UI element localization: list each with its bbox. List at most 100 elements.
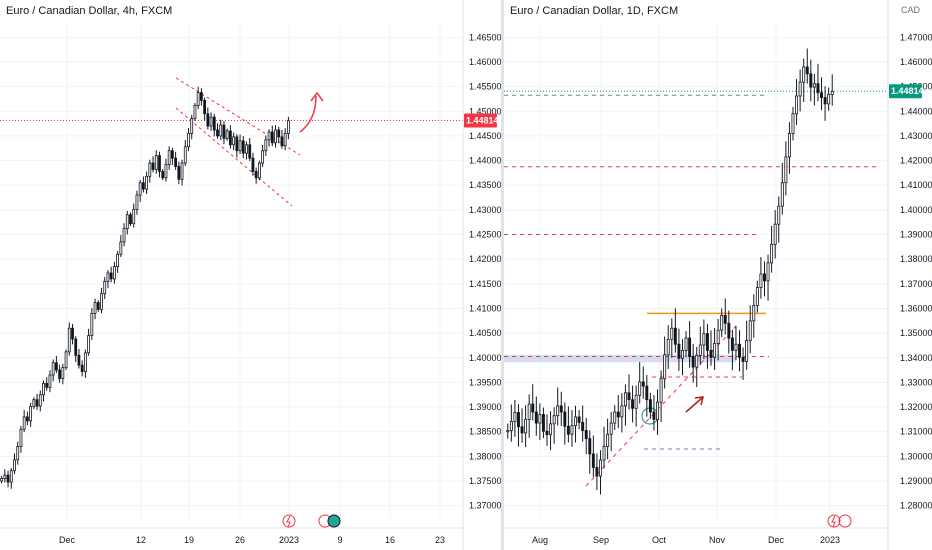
- right-candle-body: [645, 385, 649, 401]
- right-x-tick-label: Oct: [652, 535, 667, 545]
- left-x-tick-label: 26: [235, 535, 245, 545]
- right-chart-pane[interactable]: Euro / Canadian Dollar, 1D, FXCM CAD 1.4…: [504, 0, 932, 550]
- right-y-tick-label: 1.43000: [900, 131, 932, 141]
- red-arrow-head-icon: [310, 91, 324, 102]
- left-x-tick-label: Dec: [59, 535, 76, 545]
- left-candle-body: [212, 116, 216, 131]
- red-straight-arrow-icon: [685, 397, 703, 413]
- left-candle-body: [93, 302, 97, 314]
- right-candle-body: [570, 425, 574, 435]
- right-candlestick-chart[interactable]: Euro / Canadian Dollar, 1D, FXCM CAD 1.4…: [504, 0, 932, 550]
- right-candle-body: [549, 423, 553, 436]
- right-candle-body: [738, 343, 741, 358]
- left-candle-body: [3, 474, 7, 479]
- lightning-icon[interactable]: [282, 514, 296, 528]
- right-candle-body: [638, 381, 642, 396]
- right-candle-body: [559, 405, 563, 413]
- right-candle-body: [766, 262, 770, 282]
- left-candle-body: [135, 194, 139, 210]
- left-candle-body: [109, 272, 113, 280]
- left-candlestick-chart[interactable]: Euro / Canadian Dollar, 4h, FXCM 1.46500…: [0, 0, 501, 550]
- left-candle-body: [61, 367, 65, 379]
- right-candle-body: [748, 320, 752, 341]
- pane-divider[interactable]: [501, 0, 504, 550]
- left-y-tick-label: 1.43500: [469, 180, 501, 190]
- left-candle-body: [22, 416, 26, 430]
- left-candle-body: [187, 133, 190, 148]
- right-candle-body: [691, 356, 695, 368]
- left-candle-body: [219, 124, 223, 137]
- left-last-price-label: 1.44814: [466, 115, 499, 125]
- right-candle-body: [734, 343, 738, 351]
- right-candle-body: [517, 412, 520, 428]
- left-candle-body: [35, 399, 39, 407]
- left-y-tick-label: 1.42500: [469, 230, 501, 240]
- left-candle-body: [180, 162, 184, 180]
- left-y-tick-label: 1.38000: [469, 451, 501, 461]
- right-y-tick-label: 1.37000: [900, 279, 932, 289]
- lightning-bolt-glyph: [831, 515, 836, 528]
- left-x-tick-label: 2023: [279, 535, 299, 545]
- right-candle-body: [634, 394, 638, 409]
- right-y-tick-label: 1.32000: [900, 402, 932, 412]
- right-candle-body: [713, 343, 717, 358]
- right-candle-body: [524, 418, 528, 434]
- event-icon[interactable]: [838, 514, 852, 528]
- left-candle-body: [9, 470, 13, 483]
- left-y-tick-label: 1.39000: [469, 402, 501, 412]
- right-candle-body: [688, 337, 692, 357]
- left-candle-body: [261, 150, 265, 164]
- left-candle-body: [77, 354, 81, 366]
- left-y-tick-label: 1.46500: [469, 32, 501, 42]
- right-y-tick-label: 1.47000: [900, 32, 932, 42]
- right-candle-body: [574, 416, 577, 426]
- right-candle-body: [509, 420, 513, 431]
- right-y-tick-label: 1.29000: [900, 476, 932, 486]
- left-candle-body: [238, 140, 242, 152]
- left-candle-body: [116, 253, 120, 267]
- right-candle-body: [656, 401, 659, 420]
- left-y-tick-label: 1.37500: [469, 476, 501, 486]
- left-candle-body: [216, 129, 219, 137]
- left-chart-pane[interactable]: Euro / Canadian Dollar, 4h, FXCM 1.46500…: [0, 0, 501, 550]
- right-y-tick-label: 1.36000: [900, 303, 932, 313]
- left-candle-body: [170, 150, 174, 159]
- red-curved-arrow-icon: [299, 95, 317, 133]
- right-candle-body: [752, 305, 756, 322]
- right-last-price-label: 1.44814: [891, 86, 924, 96]
- right-candle-body: [670, 327, 674, 340]
- green-circle-icon[interactable]: [327, 514, 341, 528]
- left-candle-body: [164, 164, 168, 179]
- right-candle-body: [780, 182, 784, 207]
- right-candle-body: [698, 344, 702, 356]
- left-y-tick-label: 1.46000: [469, 57, 501, 67]
- lightning-icon[interactable]: [827, 514, 841, 528]
- right-candle-body: [745, 340, 749, 362]
- left-y-tick-label: 1.39500: [469, 377, 501, 387]
- right-candle-body: [673, 327, 677, 345]
- right-candle-body: [720, 314, 724, 331]
- left-candle-body: [283, 133, 287, 147]
- left-candle-body: [190, 118, 194, 134]
- right-candle-body: [784, 156, 788, 184]
- left-y-tick-label: 1.45000: [469, 106, 501, 116]
- right-y-tick-label: 1.38000: [900, 254, 932, 264]
- left-candle-body: [222, 124, 226, 139]
- right-candle-body: [513, 412, 517, 422]
- right-candle-body: [613, 411, 617, 424]
- right-chart-title: Euro / Canadian Dollar, 1D, FXCM: [510, 5, 678, 17]
- left-candle-body: [100, 293, 103, 310]
- left-candle-body: [32, 399, 36, 407]
- left-candle-body: [96, 302, 100, 310]
- right-candle-body: [623, 392, 627, 407]
- right-candle-body: [763, 273, 766, 282]
- left-candle-body: [270, 131, 274, 144]
- left-candle-body: [245, 144, 248, 154]
- right-y-tick-label: 1.31000: [900, 427, 932, 437]
- right-candle-body: [563, 411, 567, 427]
- right-candle-body: [581, 421, 585, 431]
- left-candle-body: [58, 369, 62, 379]
- left-candle-body: [228, 130, 232, 146]
- left-candle-body: [122, 228, 126, 243]
- right-y-tick-label: 1.46000: [900, 57, 932, 67]
